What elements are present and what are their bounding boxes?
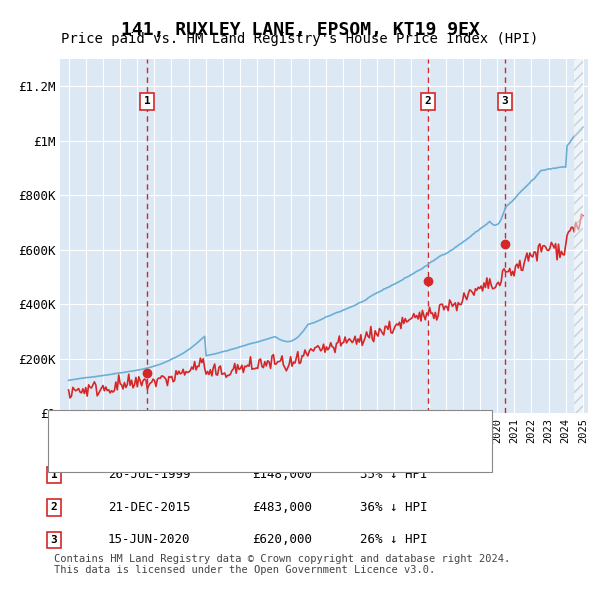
Text: £620,000: £620,000 <box>252 533 312 546</box>
Text: 1: 1 <box>143 97 150 106</box>
Text: 141, RUXLEY LANE, EPSOM, KT19 9EX: 141, RUXLEY LANE, EPSOM, KT19 9EX <box>121 21 479 39</box>
Text: 35% ↓ HPI: 35% ↓ HPI <box>360 468 427 481</box>
Text: Contains HM Land Registry data © Crown copyright and database right 2024.
This d: Contains HM Land Registry data © Crown c… <box>54 553 510 575</box>
Text: 2: 2 <box>50 503 58 512</box>
Text: 21-DEC-2015: 21-DEC-2015 <box>108 501 191 514</box>
Text: £148,000: £148,000 <box>252 468 312 481</box>
Text: 3: 3 <box>502 97 508 106</box>
Text: 2: 2 <box>425 97 431 106</box>
Text: 26-JUL-1999: 26-JUL-1999 <box>108 468 191 481</box>
Text: HPI: Average price, detached house, Epsom and Ewell: HPI: Average price, detached house, Epso… <box>99 440 482 453</box>
Text: 3: 3 <box>50 535 58 545</box>
Text: 15-JUN-2020: 15-JUN-2020 <box>108 533 191 546</box>
Text: Price paid vs. HM Land Registry's House Price Index (HPI): Price paid vs. HM Land Registry's House … <box>61 32 539 47</box>
Text: 141, RUXLEY LANE, EPSOM, KT19 9EX (detached house): 141, RUXLEY LANE, EPSOM, KT19 9EX (detac… <box>99 417 474 430</box>
Text: 1: 1 <box>50 470 58 480</box>
Polygon shape <box>574 59 583 413</box>
Text: 36% ↓ HPI: 36% ↓ HPI <box>360 501 427 514</box>
Text: 26% ↓ HPI: 26% ↓ HPI <box>360 533 427 546</box>
Text: £483,000: £483,000 <box>252 501 312 514</box>
